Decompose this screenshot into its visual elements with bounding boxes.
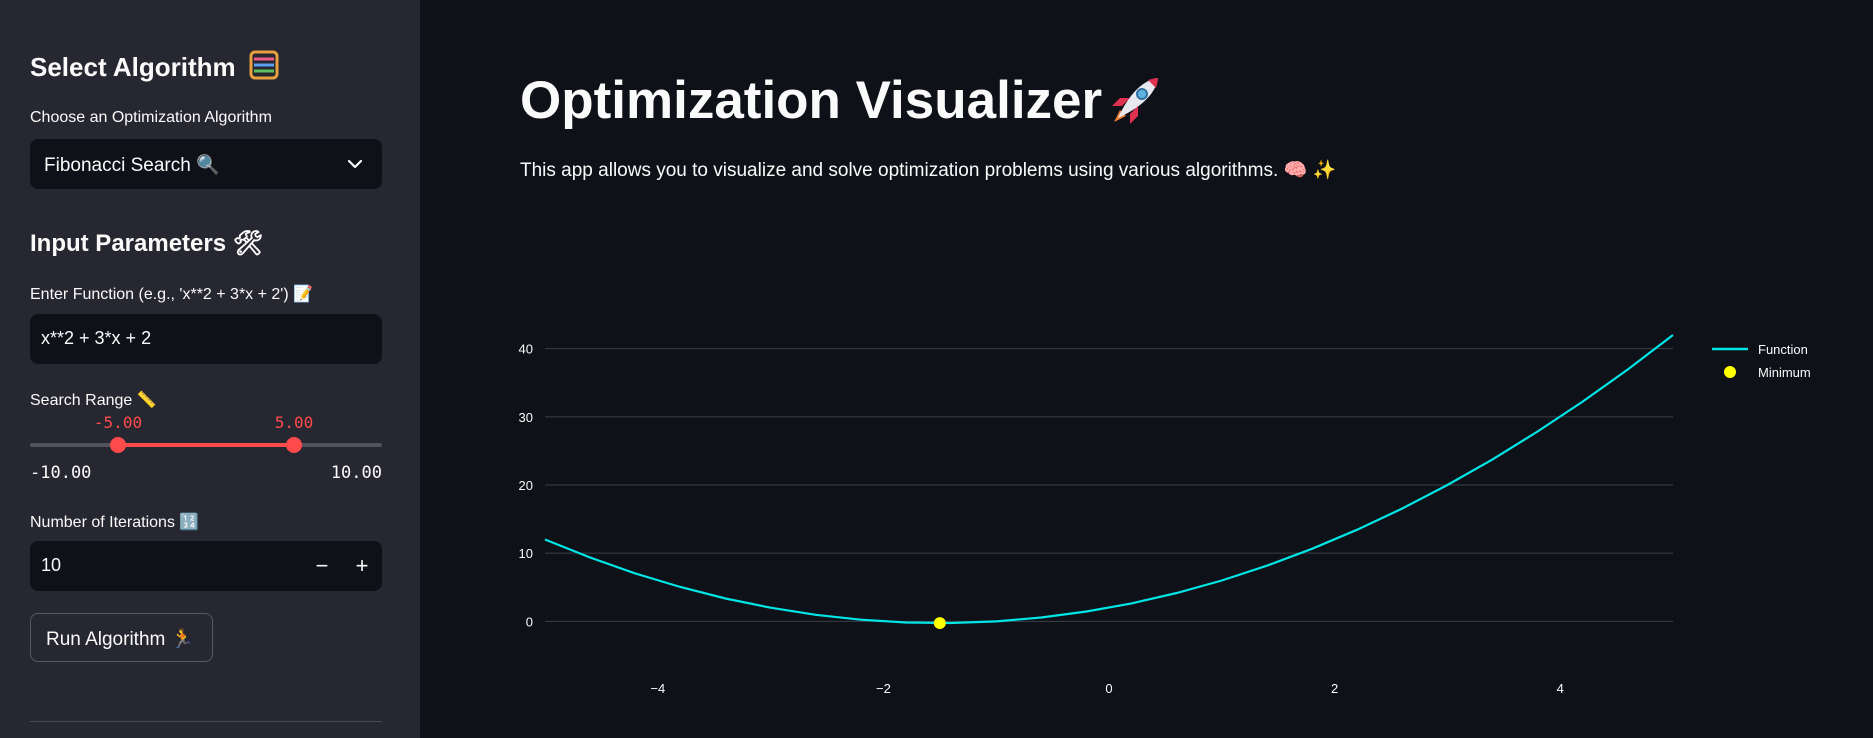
function-line xyxy=(544,334,1674,625)
page-title: Optimization Visualizer xyxy=(520,71,1103,130)
y-tick-label: 40 xyxy=(519,342,533,357)
algorithm-selected-value: Fibonacci Search 🔍 xyxy=(44,155,220,176)
legend-minimum-swatch xyxy=(1724,366,1736,378)
select-algorithm-heading: Select Algorithm xyxy=(30,50,279,83)
chevron-down-icon[interactable] xyxy=(346,155,364,173)
legend-function-label: Function xyxy=(1758,342,1808,357)
minimum-point[interactable] xyxy=(933,617,946,630)
legend-minimum-label: Minimum xyxy=(1758,365,1811,380)
x-tick-label: −2 xyxy=(876,681,891,696)
sidebar: Select Algorithm Choose an Optimization … xyxy=(0,0,420,738)
abacus-icon xyxy=(249,50,279,80)
run-algorithm-button[interactable]: Run Algorithm 🏃 xyxy=(30,613,213,662)
slider-min-label: -10.00 xyxy=(30,463,92,483)
rocket-icon xyxy=(1112,78,1158,124)
function-chart[interactable]: 0 10 20 30 40 −4 −2 0 2 4 Function Minimum xyxy=(500,325,1860,725)
select-algorithm-heading-text: Select Algorithm xyxy=(30,52,236,82)
iterations-value: 10 xyxy=(41,555,62,575)
search-range-slider[interactable]: -5.00 5.00 -10.00 10.00 xyxy=(30,410,382,483)
algorithm-label: Choose an Optimization Algorithm xyxy=(30,109,272,126)
slider-selected-range xyxy=(118,443,294,447)
slider-low-value: -5.00 xyxy=(93,413,143,432)
slider-max-label: 10.00 xyxy=(330,463,382,483)
y-tick-label: 20 xyxy=(519,478,533,493)
search-range-label: Search Range 📏 xyxy=(30,392,157,409)
decrement-button[interactable]: − xyxy=(315,553,329,578)
input-parameters-heading: Input Parameters 🛠 xyxy=(30,230,264,257)
page-description: This app allows you to visualize and sol… xyxy=(520,160,1337,181)
slider-high-handle[interactable] xyxy=(286,437,302,453)
run-algorithm-label: Run Algorithm 🏃 xyxy=(46,629,195,650)
iterations-label: Number of Iterations 🔢 xyxy=(30,514,200,531)
function-label: Enter Function (e.g., 'x**2 + 3*x + 2') … xyxy=(30,286,314,303)
x-tick-label: 2 xyxy=(1331,681,1338,696)
algorithm-select[interactable]: Fibonacci Search 🔍 xyxy=(30,139,382,189)
x-tick-label: −4 xyxy=(650,681,665,696)
slider-low-handle[interactable] xyxy=(110,437,126,453)
iterations-input[interactable]: 10 − + xyxy=(30,541,382,591)
function-input[interactable]: x**2 + 3*x + 2 xyxy=(30,314,382,364)
y-tick-label: 0 xyxy=(526,614,533,629)
increment-button[interactable]: + xyxy=(355,553,369,578)
y-tick-label: 10 xyxy=(519,546,533,561)
x-tick-label: 4 xyxy=(1557,681,1564,696)
function-input-value: x**2 + 3*x + 2 xyxy=(41,328,152,348)
sidebar-divider xyxy=(30,721,382,722)
slider-high-value: 5.00 xyxy=(274,413,314,432)
y-tick-label: 30 xyxy=(519,410,533,425)
x-tick-label: 0 xyxy=(1105,681,1112,696)
